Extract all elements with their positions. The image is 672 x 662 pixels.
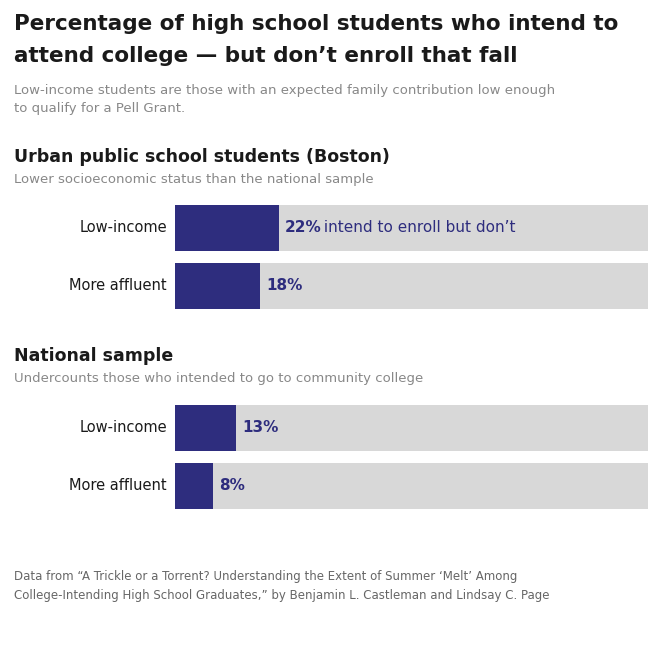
Bar [175, 205, 648, 251]
Text: 18%: 18% [266, 279, 302, 293]
Text: Urban public school students (Boston): Urban public school students (Boston) [14, 148, 390, 166]
Text: More affluent: More affluent [69, 479, 167, 493]
Text: 13%: 13% [243, 420, 279, 436]
Text: Low-income: Low-income [79, 420, 167, 436]
Text: 22%: 22% [285, 220, 322, 236]
Bar [175, 463, 648, 509]
Bar [175, 263, 648, 309]
Text: Percentage of high school students who intend to: Percentage of high school students who i… [14, 14, 618, 34]
Text: National sample: National sample [14, 347, 173, 365]
Text: attend college — but don’t enroll that fall: attend college — but don’t enroll that f… [14, 46, 517, 66]
Text: Undercounts those who intended to go to community college: Undercounts those who intended to go to … [14, 372, 423, 385]
Bar [175, 263, 260, 309]
Text: Data from “A Trickle or a Torrent? Understanding the Extent of Summer ‘Melt’ Amo: Data from “A Trickle or a Torrent? Under… [14, 570, 550, 602]
Text: Lower socioeconomic status than the national sample: Lower socioeconomic status than the nati… [14, 173, 374, 186]
Text: Low-income: Low-income [79, 220, 167, 236]
Text: intend to enroll but don’t: intend to enroll but don’t [319, 220, 515, 236]
Text: Low-income students are those with an expected family contribution low enough
to: Low-income students are those with an ex… [14, 84, 555, 115]
Bar [175, 405, 237, 451]
Text: More affluent: More affluent [69, 279, 167, 293]
Bar [175, 405, 648, 451]
Bar [175, 463, 213, 509]
Bar [175, 205, 279, 251]
Text: 8%: 8% [219, 479, 245, 493]
